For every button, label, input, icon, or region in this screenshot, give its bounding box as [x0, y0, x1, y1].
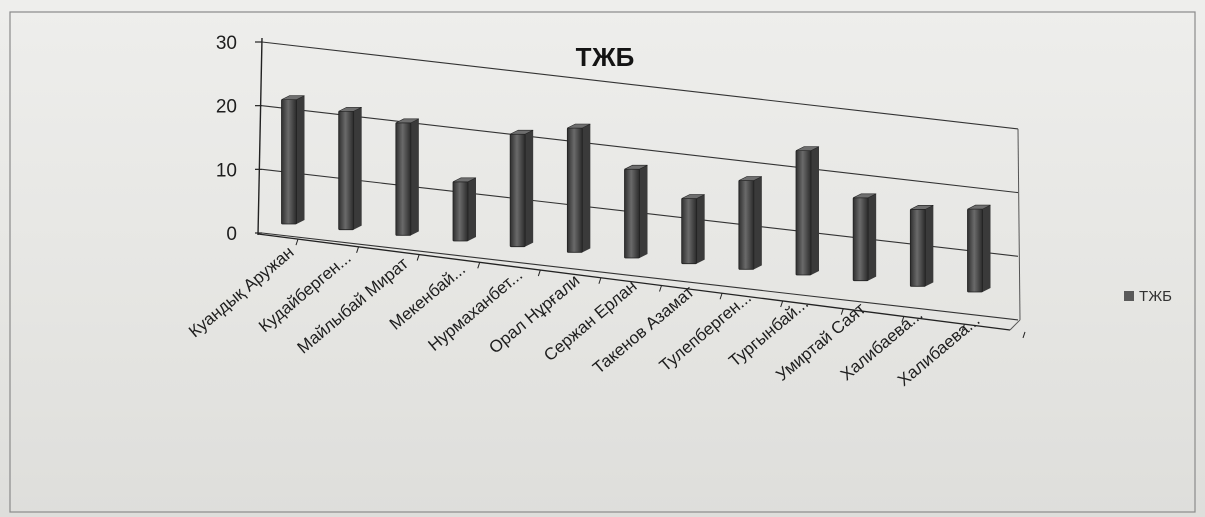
- bar: [509, 133, 526, 248]
- x-tick: [840, 308, 844, 315]
- x-tick: [780, 300, 784, 308]
- bar: [395, 122, 412, 236]
- bar: [795, 150, 812, 276]
- y-tick-label: 30: [216, 33, 237, 54]
- bar-top: [624, 164, 648, 170]
- bar-side: [868, 193, 877, 281]
- bar: [566, 127, 583, 253]
- bar: [967, 208, 983, 293]
- floor-edge: [1009, 319, 1021, 331]
- gridline: [261, 232, 1019, 321]
- bar: [681, 198, 698, 265]
- legend-swatch: [1124, 291, 1134, 301]
- x-tick-label: Майлыбай Мират: [294, 254, 412, 358]
- y-axis-labels: 0 10 20 30: [216, 33, 237, 245]
- bar: [338, 110, 355, 231]
- bar-top: [738, 176, 762, 181]
- y-tick-label: 0: [226, 224, 237, 245]
- x-tick-label: Куандық Аружан: [185, 243, 297, 342]
- bar: [852, 197, 869, 282]
- x-tick: [901, 316, 905, 323]
- bar-side: [696, 194, 705, 264]
- bar-top: [795, 146, 820, 151]
- bar: [738, 180, 755, 270]
- y-tick-label: 20: [216, 97, 237, 118]
- axes: [255, 37, 1026, 339]
- x-tick: [477, 262, 481, 269]
- bar-side: [753, 176, 762, 270]
- bar-top: [910, 205, 934, 210]
- legend: ТЖБ: [1124, 288, 1172, 305]
- bar-top: [281, 95, 305, 100]
- y-axis: [257, 37, 263, 236]
- bar-top: [338, 106, 362, 112]
- x-tick: [719, 293, 723, 300]
- gridline: [261, 41, 1019, 130]
- x-axis: [257, 233, 1011, 331]
- bar-side: [468, 177, 476, 241]
- bar-side: [982, 205, 991, 292]
- back-wall-edge: [1017, 128, 1021, 320]
- bar-side: [296, 95, 305, 224]
- y-tick-label: 10: [216, 160, 237, 181]
- bar-top: [567, 123, 591, 129]
- bar-top: [681, 194, 705, 199]
- bar-side: [639, 165, 648, 258]
- bar: [624, 168, 640, 259]
- gridline: [261, 105, 1019, 194]
- bar: [281, 99, 297, 225]
- x-tick: [1022, 331, 1026, 339]
- gridlines: [261, 41, 1021, 321]
- x-tick: [598, 277, 602, 284]
- chart-title: ТЖБ: [576, 42, 635, 72]
- bar-side: [582, 123, 591, 253]
- bar: [452, 181, 469, 242]
- bar-side: [353, 107, 362, 230]
- bar-top: [452, 177, 477, 183]
- bars: [281, 95, 991, 293]
- bar-side: [410, 118, 419, 236]
- bar-top: [853, 193, 877, 199]
- bar-top: [967, 204, 991, 210]
- x-tick: [416, 254, 420, 261]
- bar-top: [395, 118, 419, 124]
- x-tick: [356, 246, 360, 253]
- bar-side: [925, 205, 934, 287]
- x-tick: [659, 285, 662, 292]
- bar-side: [525, 130, 534, 247]
- x-tick: [961, 324, 965, 331]
- legend-label: ТЖБ: [1139, 288, 1172, 305]
- chart-border: [9, 11, 1196, 513]
- bar: [909, 208, 926, 287]
- bar-side: [811, 146, 819, 275]
- bar-top: [510, 129, 534, 135]
- x-tick: [537, 269, 541, 277]
- x-tick: [295, 238, 299, 246]
